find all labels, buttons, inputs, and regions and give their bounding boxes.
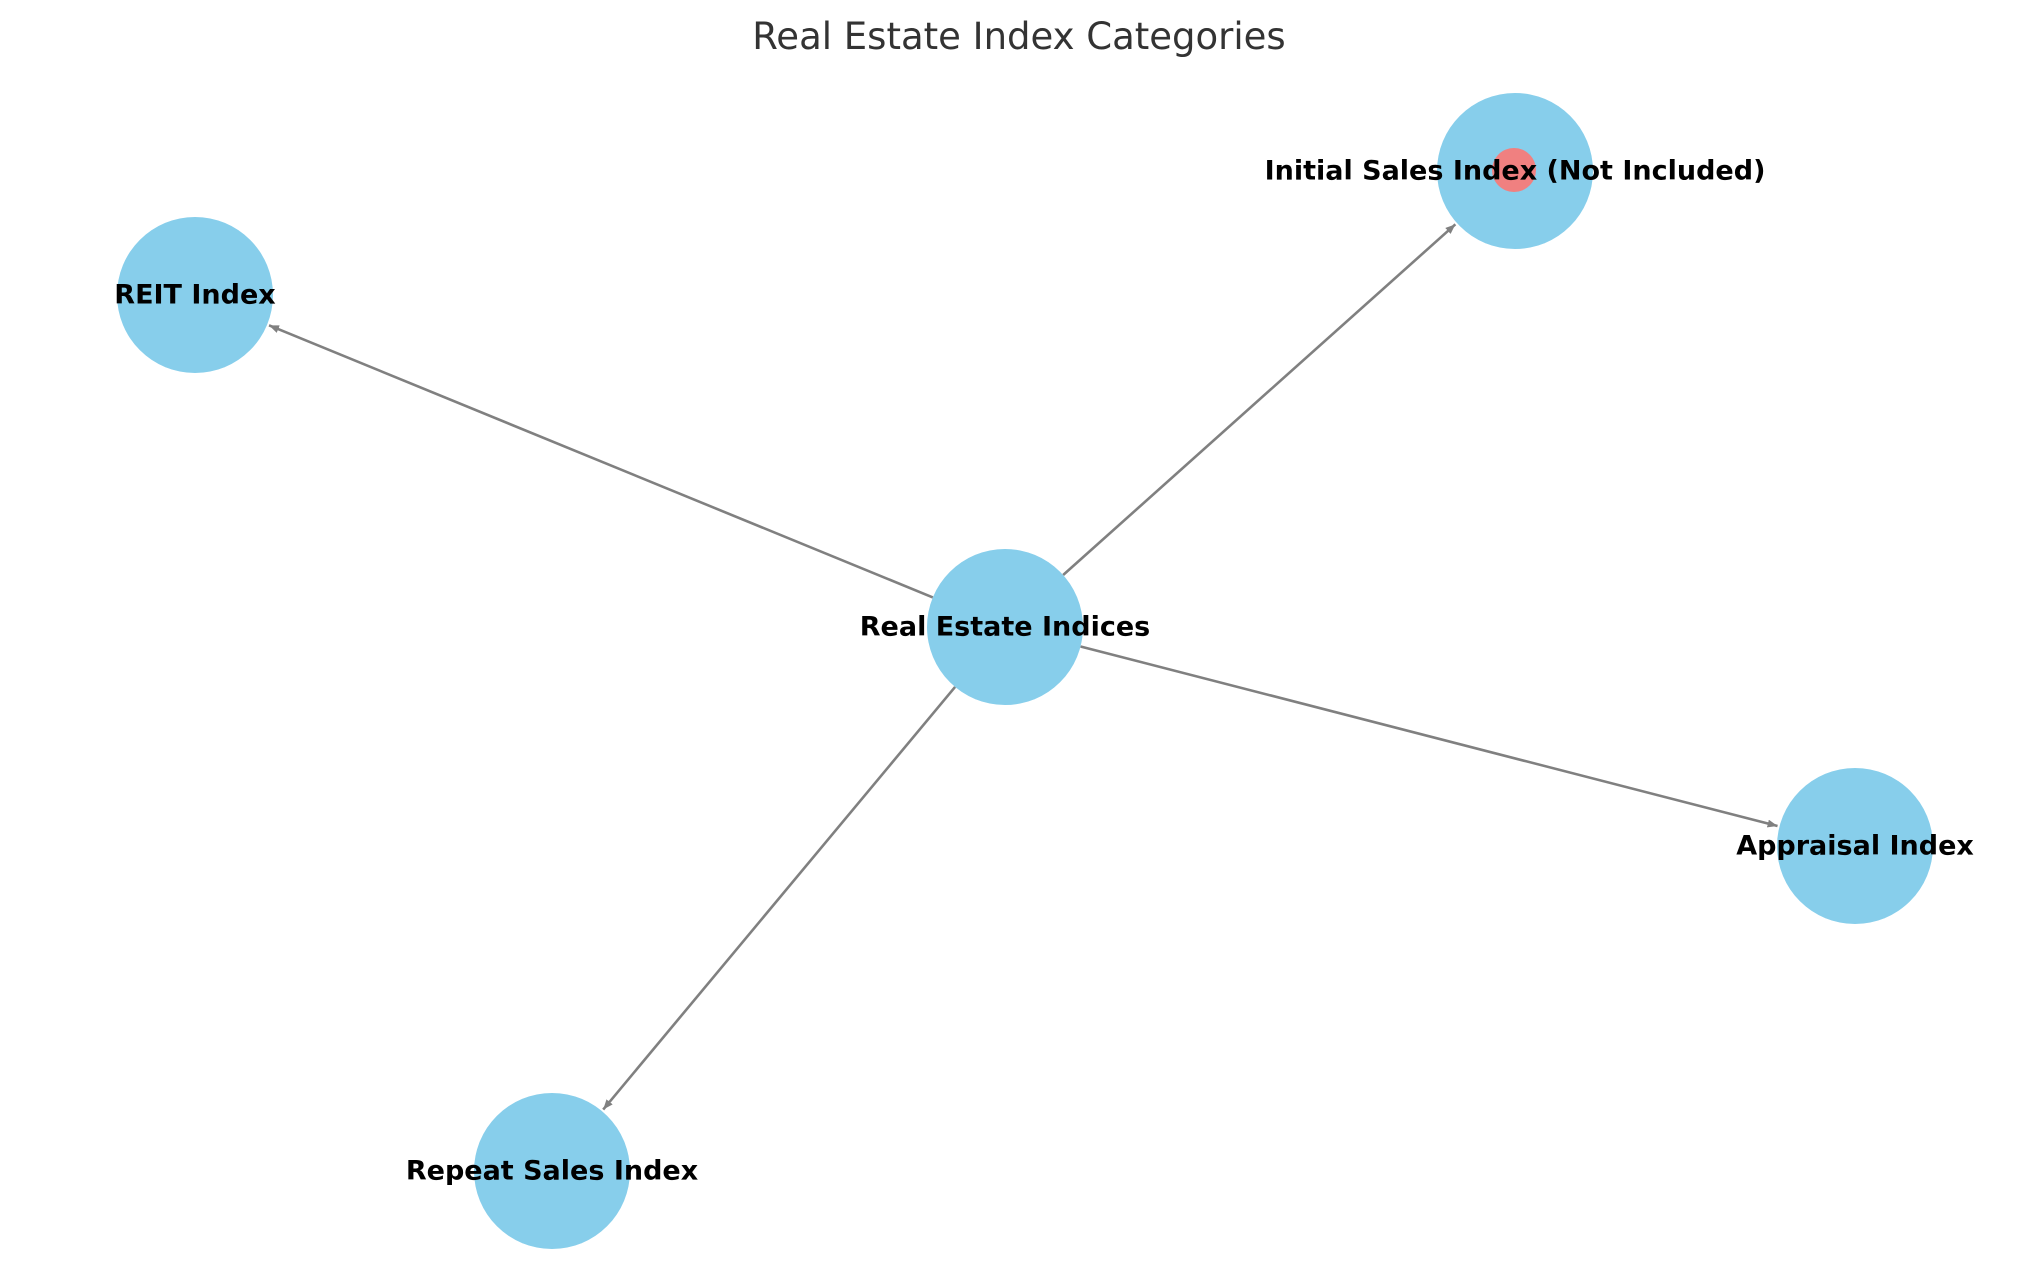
node-reit-label: REIT Index: [114, 280, 275, 311]
node-appraisal: [1777, 768, 1933, 924]
diagram-title: Real Estate Index Categories: [752, 15, 1285, 58]
node-initial-label: Initial Sales Index (Not Included): [1265, 156, 1766, 187]
edge-center-to-repeat: [602, 686, 957, 1111]
node-reit: [117, 217, 273, 373]
node-center-label: Real Estate Indices: [860, 612, 1150, 643]
node-repeat: [474, 1093, 630, 1249]
nodes-layer: [117, 93, 1933, 1249]
node-appraisal-label: Appraisal Index: [1736, 831, 1974, 862]
edges-layer: [268, 223, 1778, 1111]
edge-center-to-appraisal: [1080, 645, 1778, 828]
edge-center-to-reit: [268, 324, 934, 599]
node-initial-highlight-dot: [1492, 148, 1536, 192]
edge-center-to-initial: [1062, 223, 1457, 576]
labels-layer: Real Estate Indices Initial Sales Index (…: [114, 156, 1974, 1187]
node-repeat-label: Repeat Sales Index: [406, 1156, 698, 1187]
node-center: [927, 549, 1083, 705]
